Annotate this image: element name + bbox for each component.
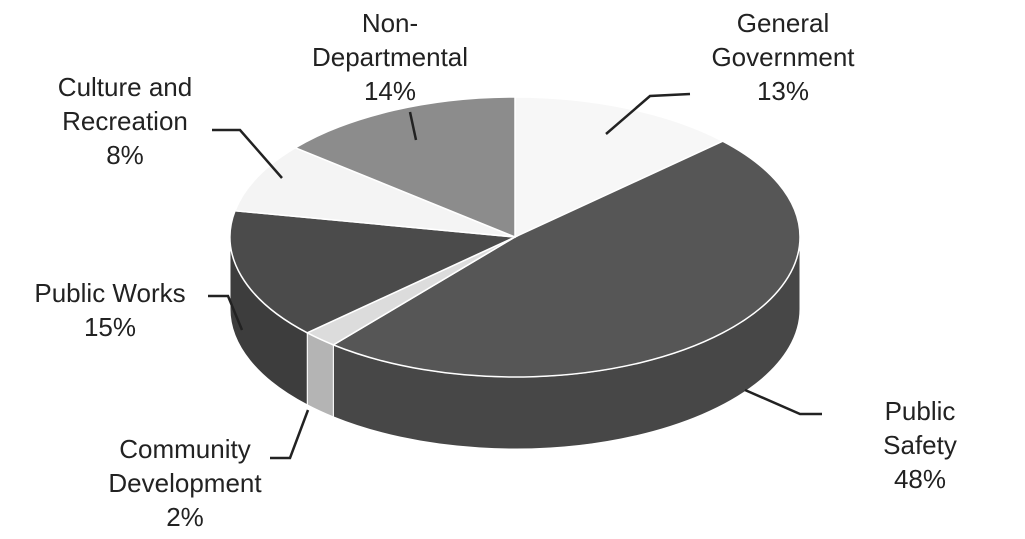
leader-line — [208, 294, 244, 331]
value-label: 48% — [893, 464, 947, 494]
leader-line — [408, 111, 418, 141]
value-label: 13% — [756, 76, 810, 106]
slice-label: Public Works 15% — [34, 276, 185, 344]
value-label: 2% — [166, 502, 204, 532]
slice — [331, 140, 801, 378]
slice — [293, 96, 516, 239]
slice-label: General Government 13% — [711, 6, 854, 108]
leader-line — [270, 409, 310, 460]
slice-side — [306, 332, 334, 418]
leader-lines — [208, 92, 822, 460]
category-name: Public Works — [34, 278, 186, 308]
category-name: Community Development — [108, 434, 262, 498]
category-name: Public Safety — [883, 396, 957, 460]
slice-label: Culture and Recreation 8% — [58, 70, 192, 172]
value-label: 14% — [363, 76, 417, 106]
leader-line — [605, 92, 691, 135]
slice — [229, 209, 518, 334]
slice-label: Public Safety 48% — [868, 394, 973, 496]
slice-label: Community Development 2% — [108, 432, 261, 534]
category-name: Culture and Recreation — [57, 72, 193, 136]
leader-line — [744, 388, 822, 416]
category-name: General Government — [711, 8, 855, 72]
value-label: 15% — [83, 312, 137, 342]
slices — [229, 96, 801, 450]
value-label: 8% — [106, 140, 144, 170]
slice — [233, 146, 516, 238]
category-name: Non- Departmental — [311, 8, 469, 72]
slice — [514, 96, 725, 239]
slice-label: Non- Departmental 14% — [312, 6, 468, 108]
leader-line — [212, 128, 283, 179]
